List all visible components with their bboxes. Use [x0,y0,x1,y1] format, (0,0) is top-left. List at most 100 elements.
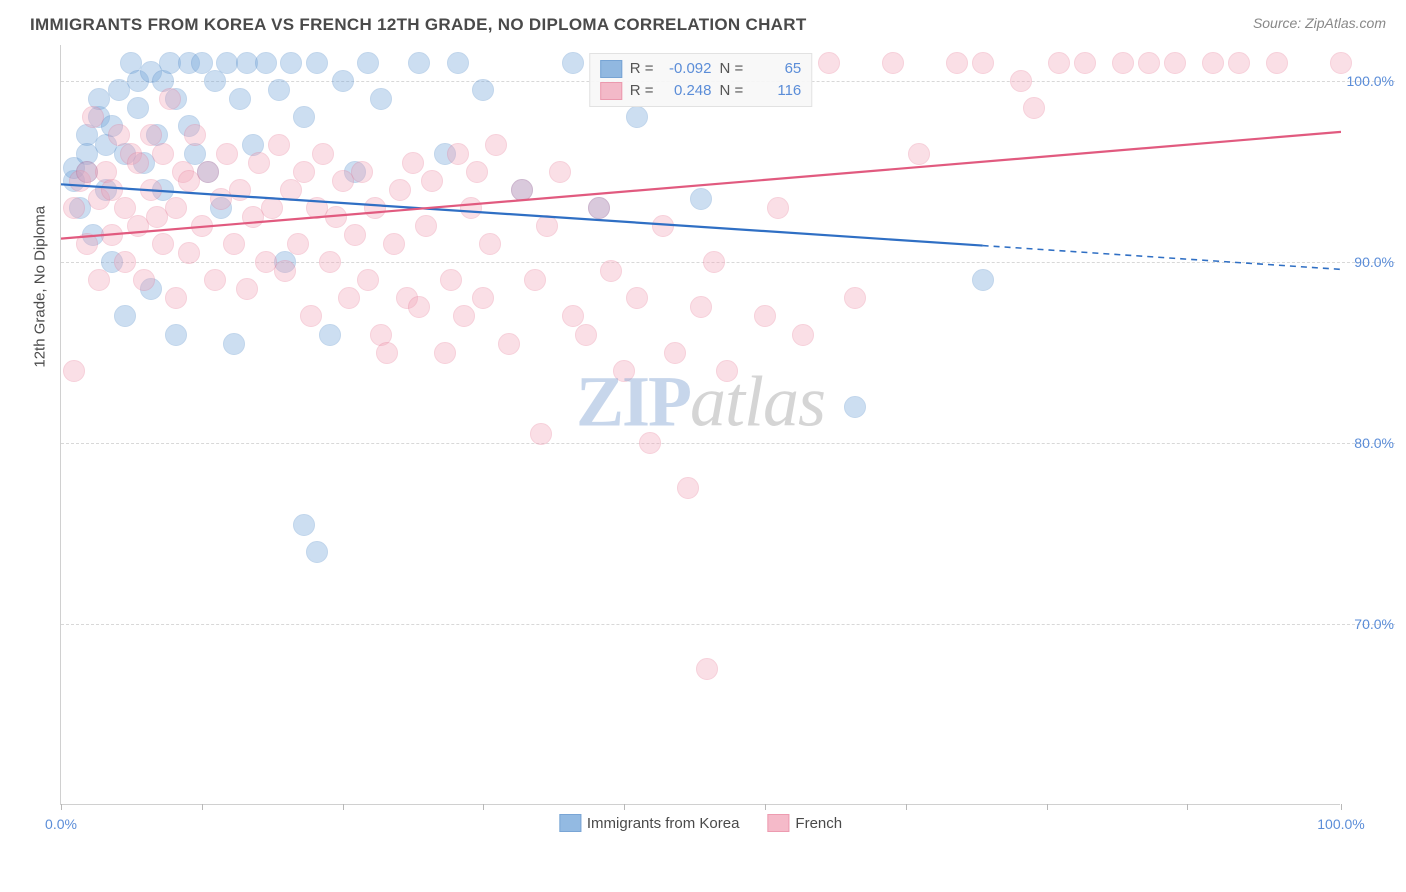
scatter-point-french [191,215,213,237]
scatter-point-korea [114,305,136,327]
scatter-point-french [626,287,648,309]
source-attribution: Source: ZipAtlas.com [1253,15,1386,31]
scatter-point-french [1023,97,1045,119]
scatter-point-french [1164,52,1186,74]
scatter-point-korea [690,188,712,210]
r-label: R = [630,80,654,102]
scatter-point-french [178,242,200,264]
scatter-point-korea [332,70,354,92]
x-tick [61,804,62,810]
scatter-point-french [664,342,686,364]
x-tick [1187,804,1188,810]
scatter-point-french [696,658,718,680]
scatter-point-french [1330,52,1352,74]
scatter-point-korea [370,88,392,110]
scatter-point-korea [255,52,277,74]
scatter-point-french [536,215,558,237]
scatter-point-french [1112,52,1134,74]
x-tick [906,804,907,810]
scatter-point-french [101,224,123,246]
scatter-point-french [549,161,571,183]
scatter-point-french [434,342,456,364]
scatter-point-french [63,360,85,382]
scatter-point-korea [972,269,994,291]
scatter-point-french [197,161,219,183]
scatter-point-french [460,197,482,219]
scatter-point-french [440,269,462,291]
scatter-point-french [792,324,814,346]
scatter-point-french [415,215,437,237]
scatter-point-french [114,251,136,273]
x-tick [483,804,484,810]
scatter-point-french [88,269,110,291]
scatter-point-french [479,233,501,255]
scatter-point-french [152,143,174,165]
y-tick-label: 70.0% [1344,616,1394,632]
scatter-point-french [575,324,597,346]
scatter-point-korea [472,79,494,101]
scatter-point-french [344,224,366,246]
y-tick-label: 100.0% [1344,73,1394,89]
scatter-point-french [319,251,341,273]
scatter-point-french [351,161,373,183]
grid-line [61,443,1395,444]
scatter-point-french [325,206,347,228]
scatter-point-french [402,152,424,174]
scatter-point-french [530,423,552,445]
y-tick-label: 80.0% [1344,435,1394,451]
scatter-point-french [248,152,270,174]
x-tick [1341,804,1342,810]
scatter-point-french [588,197,610,219]
legend-swatch-korea [559,814,581,832]
scatter-point-korea [447,52,469,74]
scatter-point-french [364,197,386,219]
x-tick [765,804,766,810]
scatter-point-french [133,269,155,291]
scatter-point-french [216,143,238,165]
legend-item-french: French [767,814,842,832]
r-value-french: 0.248 [662,80,712,102]
r-label: R = [630,58,654,80]
scatter-point-korea [165,324,187,346]
legend-item-korea: Immigrants from Korea [559,814,740,832]
x-tick [624,804,625,810]
y-tick-label: 90.0% [1344,254,1394,270]
scatter-point-korea [293,514,315,536]
x-tick [343,804,344,810]
title-row: IMMIGRANTS FROM KOREA VS FRENCH 12TH GRA… [30,10,1396,45]
n-value-korea: 65 [751,58,801,80]
x-tick-label: 0.0% [45,816,77,832]
scatter-point-french [261,197,283,219]
scatter-point-french [274,260,296,282]
plot-wrap: 12th Grade, No Diploma ZIPatlas R = -0.0… [60,45,1396,835]
scatter-point-french [408,296,430,318]
scatter-point-french [287,233,309,255]
scatter-point-korea [319,324,341,346]
x-tick [202,804,203,810]
scatter-point-french [152,233,174,255]
chart-title: IMMIGRANTS FROM KOREA VS FRENCH 12TH GRA… [30,15,807,35]
legend-label-french: French [795,815,842,832]
grid-line [61,624,1395,625]
scatter-point-french [613,360,635,382]
scatter-point-french [165,287,187,309]
scatter-point-french [754,305,776,327]
scatter-point-korea [229,88,251,110]
scatter-point-french [1048,52,1070,74]
scatter-point-french [690,296,712,318]
scatter-point-french [472,287,494,309]
scatter-point-french [1074,52,1096,74]
scatter-point-french [818,52,840,74]
scatter-point-french [268,134,290,156]
scatter-point-french [908,143,930,165]
scatter-point-french [1202,52,1224,74]
watermark-atlas: atlas [690,361,825,441]
scatter-point-french [485,134,507,156]
scatter-point-french [639,432,661,454]
scatter-point-french [453,305,475,327]
scatter-point-french [1010,70,1032,92]
x-tick-label: 100.0% [1317,816,1364,832]
scatter-point-french [280,179,302,201]
scatter-point-french [703,251,725,273]
n-value-french: 116 [751,80,801,102]
